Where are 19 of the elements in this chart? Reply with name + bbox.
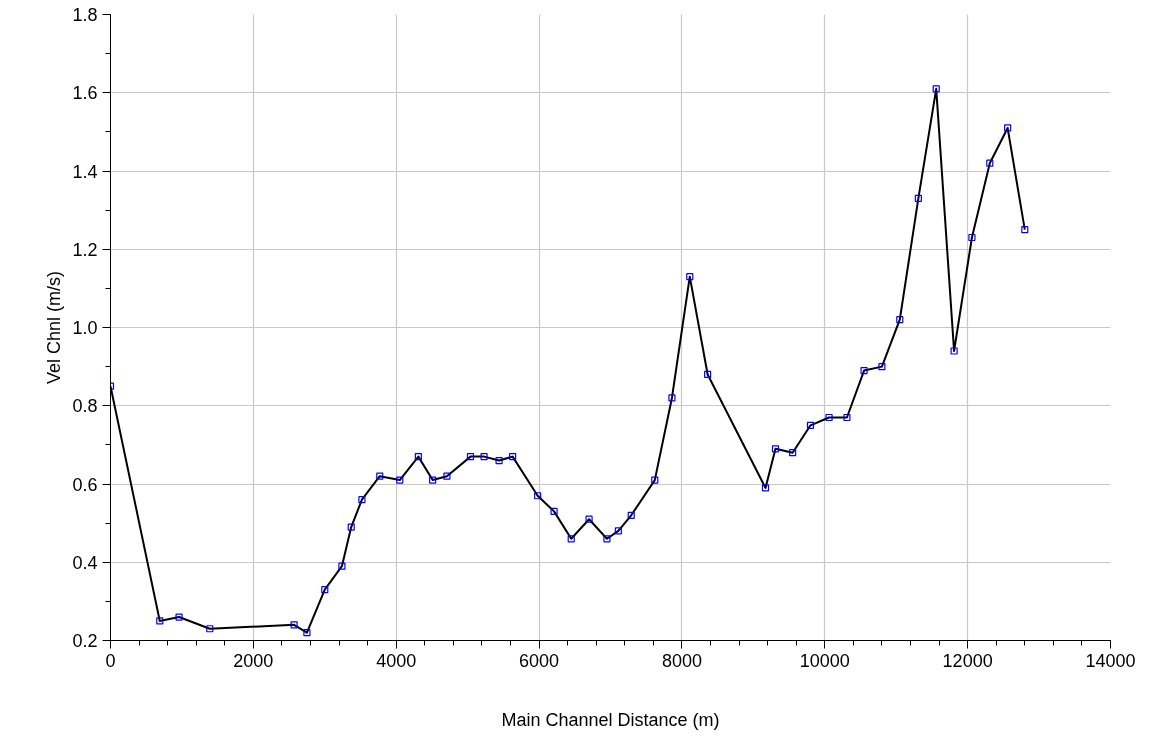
y-tick-label: 0.4 bbox=[72, 552, 98, 573]
y-tick-label: 0.8 bbox=[72, 396, 98, 417]
y-tick-label: 1.8 bbox=[72, 5, 98, 25]
x-tick-label: 4000 bbox=[376, 650, 417, 671]
x-tick-label: 10000 bbox=[799, 650, 850, 671]
y-tick-label: 1.4 bbox=[72, 161, 98, 182]
x-tick-label: 6000 bbox=[519, 650, 560, 671]
y-axis-title: Vel Chnl (m/s) bbox=[44, 270, 65, 385]
x-tick-label: 12000 bbox=[942, 650, 993, 671]
y-tick-label: 1.0 bbox=[72, 318, 98, 338]
y-tick-label: 1.2 bbox=[72, 239, 98, 260]
y-tick-label: 0.2 bbox=[72, 631, 98, 651]
x-tick-label: 2000 bbox=[233, 650, 274, 671]
y-tick-label: 1.6 bbox=[72, 83, 98, 104]
x-tick-label: 8000 bbox=[661, 650, 702, 671]
x-axis-title: Main Channel Distance (m) bbox=[501, 709, 720, 730]
x-tick-label: 0 bbox=[105, 650, 116, 671]
y-tick-label: 0.6 bbox=[72, 474, 98, 495]
x-tick-label: 14000 bbox=[1085, 650, 1136, 671]
